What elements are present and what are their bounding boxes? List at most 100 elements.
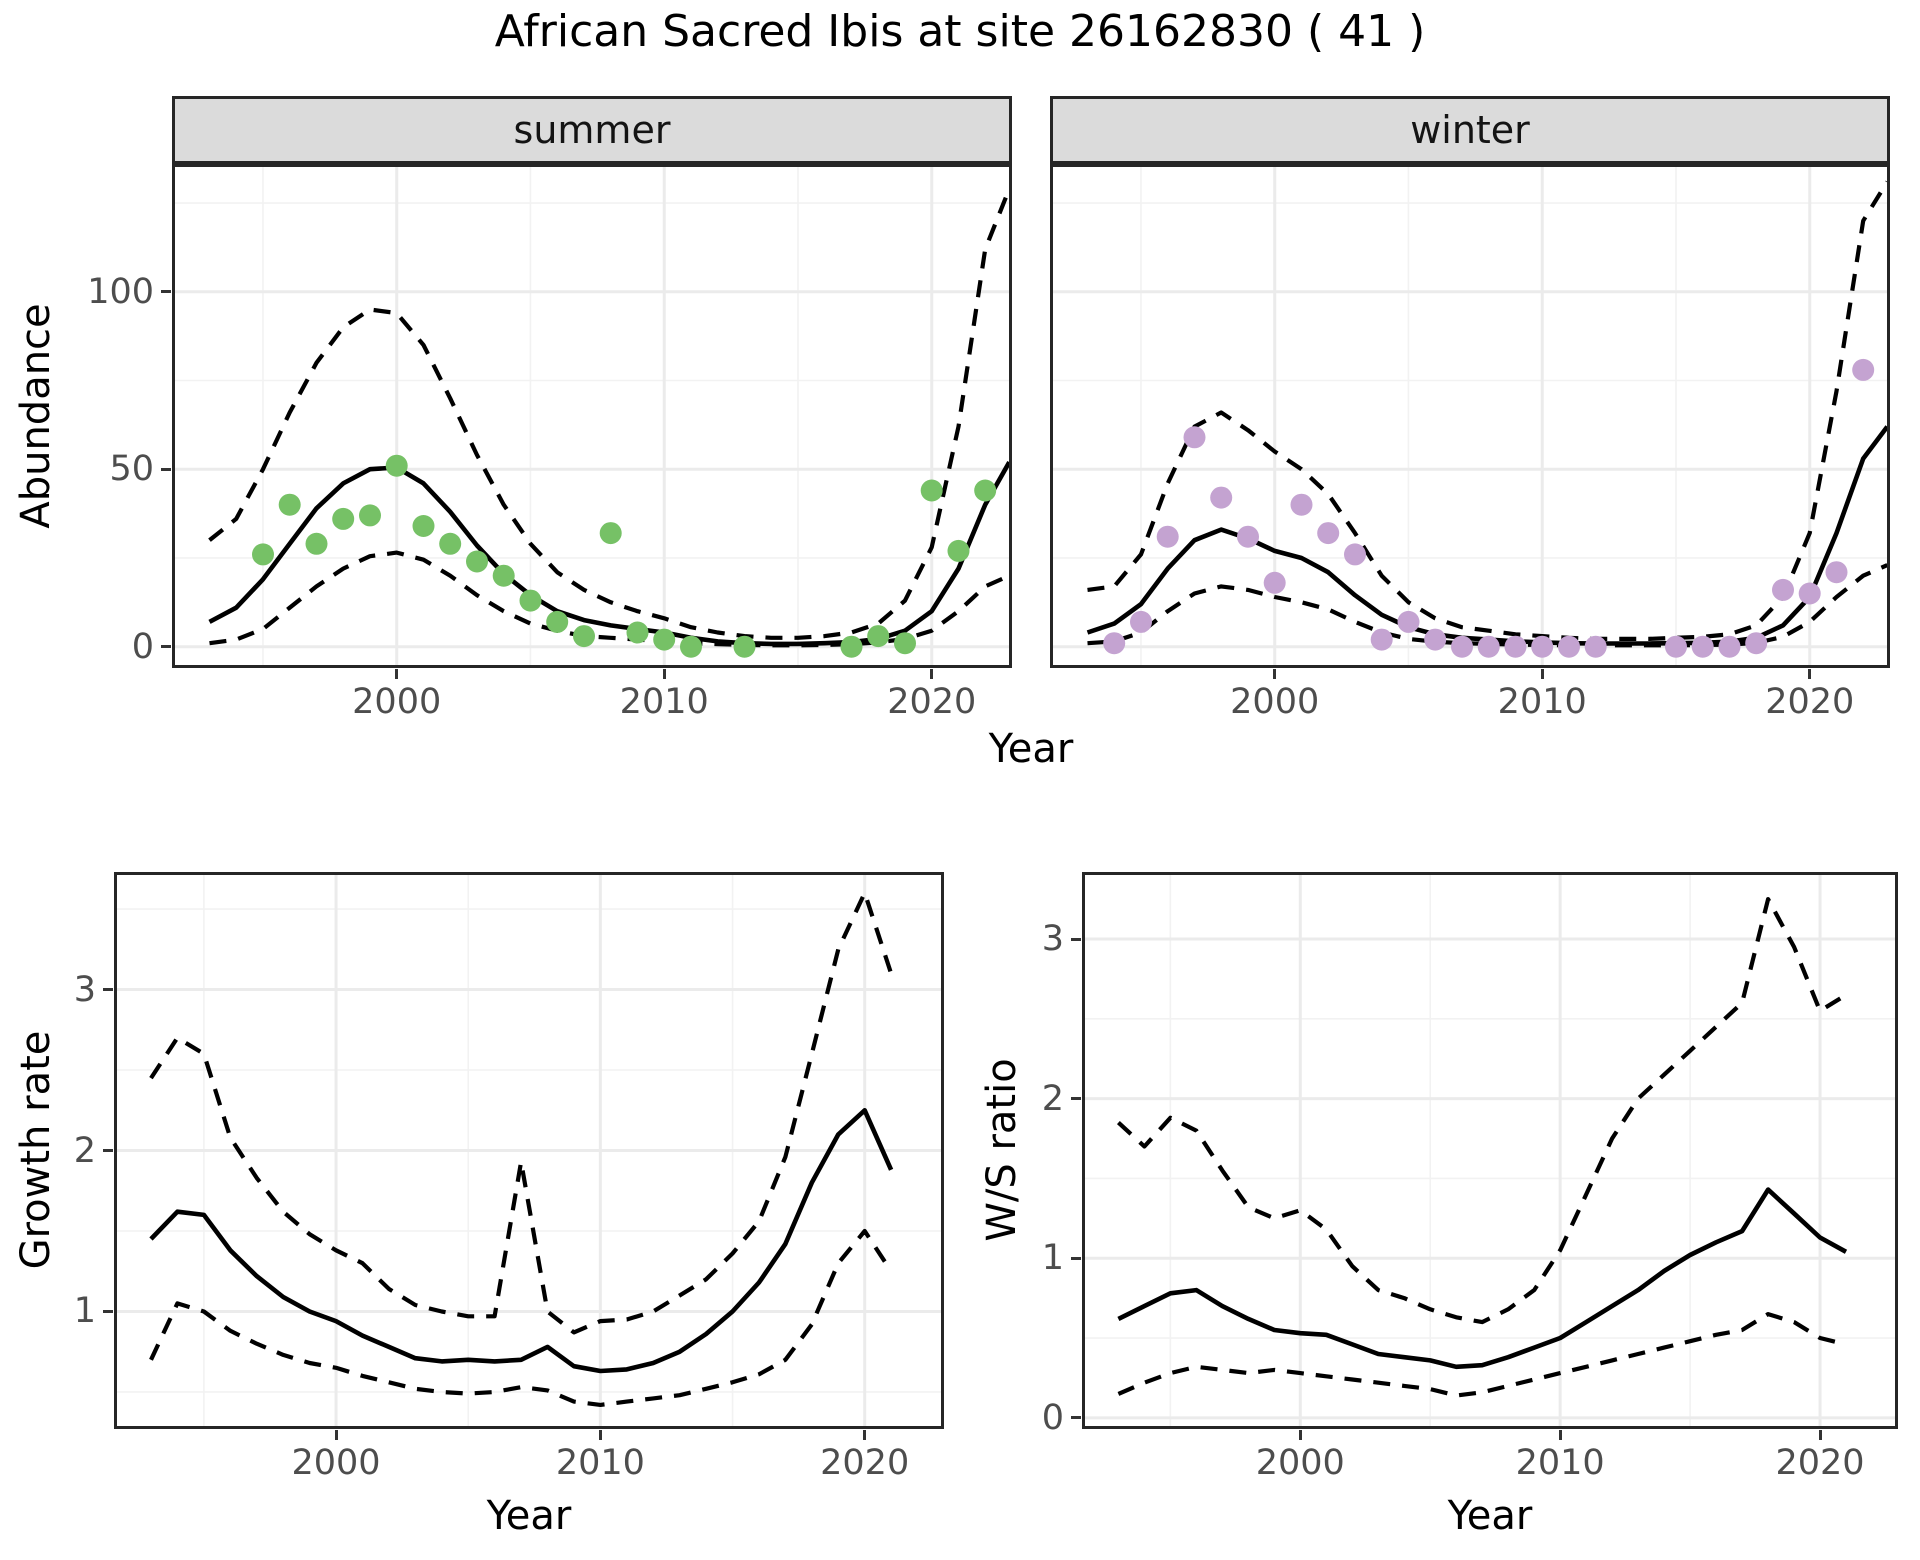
- x-axis-tick: [395, 669, 399, 679]
- x-tick-label: 2010: [1497, 682, 1587, 722]
- y-tick-label: 100: [87, 271, 154, 312]
- x-axis-tick: [334, 1430, 338, 1440]
- data-point: [1825, 561, 1848, 584]
- data-point: [1477, 635, 1500, 658]
- x-tick-label: 2020: [1765, 682, 1855, 722]
- y-axis-tick: [103, 1309, 113, 1313]
- x-axis-tick: [1808, 669, 1812, 679]
- data-point: [1451, 635, 1473, 658]
- y-axis-tick: [1071, 1097, 1081, 1101]
- x-tick-label: 2010: [555, 1443, 645, 1483]
- x-tick-label: 2020: [1775, 1443, 1865, 1483]
- data-point: [1210, 486, 1233, 509]
- data-point: [1263, 571, 1286, 594]
- y-tick-label: 3: [1041, 919, 1064, 960]
- data-point: [1237, 525, 1259, 548]
- data-point: [867, 625, 890, 648]
- data-point: [412, 515, 435, 537]
- x-axis-tick: [1298, 1430, 1302, 1440]
- data-point: [1558, 635, 1580, 658]
- x-axis-tick: [1273, 669, 1277, 679]
- ws-ratio-mean-line: [1117, 1187, 1848, 1370]
- data-point: [1130, 610, 1152, 633]
- winter-lower-ci-line: [1087, 563, 1889, 648]
- data-point: [626, 621, 649, 644]
- summer-panel: [172, 164, 1012, 668]
- ws-ratio-x-axis-title: Year: [1447, 1493, 1533, 1539]
- x-tick-label: 2020: [820, 1443, 910, 1483]
- y-tick-label: 1: [73, 1291, 96, 1332]
- data-point: [1584, 635, 1607, 658]
- growth-rate-x-axis-title: Year: [486, 1493, 572, 1539]
- data-point: [1156, 525, 1179, 548]
- data-point: [546, 610, 569, 633]
- y-tick-label: 50: [109, 449, 154, 490]
- y-axis-tick: [161, 467, 171, 471]
- x-axis-tick: [863, 1430, 867, 1440]
- x-axis-tick: [1558, 1430, 1562, 1440]
- x-tick-label: 2000: [352, 682, 442, 722]
- x-tick-label: 2000: [291, 1443, 381, 1483]
- data-point: [1397, 610, 1420, 633]
- growth-rate-upper-ci-line: [149, 890, 894, 1335]
- data-point: [894, 632, 916, 655]
- abundance-x-axis-title: Year: [988, 726, 1074, 772]
- y-axis-tick: [1071, 1416, 1081, 1420]
- ws-ratio-panel: [1082, 872, 1898, 1429]
- x-tick-label: 2010: [619, 682, 709, 722]
- data-point: [1665, 635, 1687, 658]
- y-axis-tick: [1071, 1256, 1081, 1260]
- data-point: [1531, 635, 1554, 658]
- data-point: [519, 589, 542, 612]
- ws-ratio-lower-ci-line: [1117, 1312, 1847, 1398]
- data-point: [1691, 635, 1714, 658]
- data-point: [359, 504, 381, 527]
- facet-strip-summer: summer: [172, 96, 1012, 164]
- data-point: [1317, 522, 1340, 545]
- data-point: [974, 479, 997, 502]
- data-point: [278, 493, 301, 516]
- data-point: [385, 454, 408, 477]
- data-point: [1370, 628, 1393, 651]
- data-point: [1852, 358, 1875, 381]
- data-point: [1718, 635, 1741, 658]
- growth-rate-lower-ci-line: [149, 1228, 893, 1407]
- summer-upper-ci-line: [208, 188, 1012, 640]
- data-point: [1103, 632, 1126, 655]
- winter-panel: [1050, 164, 1890, 668]
- facet-strip-summer-label: summer: [513, 108, 671, 152]
- x-axis-tick: [1818, 1430, 1822, 1440]
- data-point: [947, 539, 970, 562]
- x-axis-tick: [1540, 669, 1544, 679]
- data-point: [466, 550, 488, 573]
- data-point: [920, 479, 943, 502]
- data-point: [840, 635, 863, 658]
- y-tick-label: 2: [73, 1130, 96, 1171]
- x-tick-label: 2000: [1230, 682, 1320, 722]
- data-point: [680, 635, 702, 658]
- abundance-y-axis-title: Abundance: [13, 303, 59, 529]
- x-axis-tick: [598, 1430, 602, 1440]
- y-axis-tick: [103, 988, 113, 992]
- data-point: [1183, 426, 1206, 449]
- y-axis-tick: [1071, 937, 1081, 941]
- data-point: [1290, 493, 1313, 516]
- data-point: [733, 635, 756, 658]
- data-point: [1424, 628, 1447, 651]
- y-axis-tick: [161, 290, 171, 294]
- data-point: [599, 522, 622, 545]
- growth-rate-mean-line: [149, 1108, 894, 1374]
- data-point: [1745, 632, 1768, 655]
- data-point: [573, 625, 595, 648]
- ws-ratio-upper-ci-line: [1116, 897, 1848, 1325]
- x-tick-label: 2000: [1255, 1443, 1345, 1483]
- y-tick-label: 2: [1041, 1078, 1064, 1119]
- y-tick-label: 0: [1041, 1397, 1064, 1438]
- y-axis-tick: [103, 1149, 113, 1152]
- x-axis-tick: [930, 669, 934, 679]
- data-point: [305, 532, 328, 555]
- growth-rate-panel: [114, 872, 944, 1429]
- summer-points: [252, 454, 997, 658]
- winter-points: [1103, 358, 1875, 658]
